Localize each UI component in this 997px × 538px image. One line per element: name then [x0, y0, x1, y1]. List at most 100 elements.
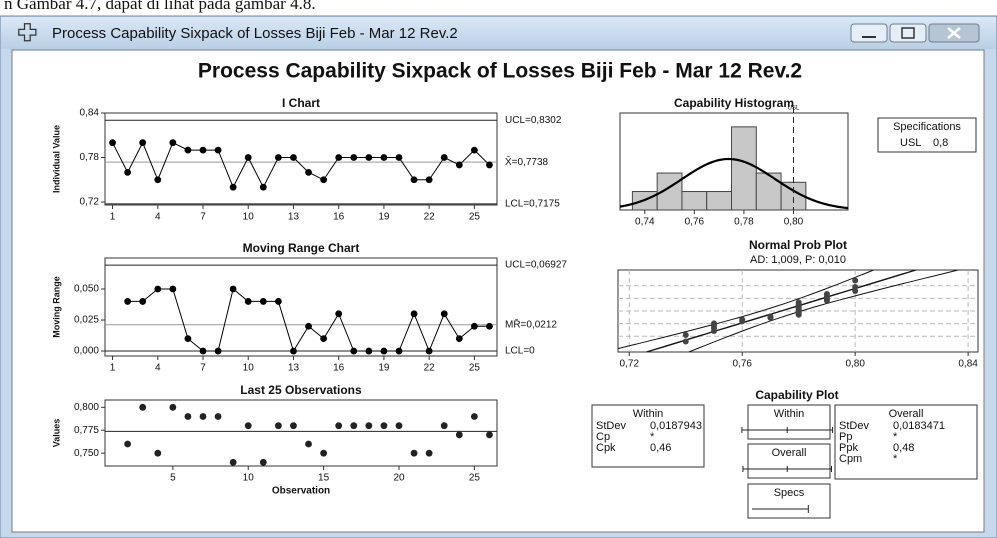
- stat-name: StDev: [839, 420, 869, 432]
- chart-title: Capability Histogram: [674, 96, 794, 110]
- data-point: [410, 310, 418, 318]
- data-point: [139, 139, 147, 147]
- data-point: [305, 168, 312, 176]
- stat-value: *: [893, 453, 898, 465]
- data-point: [154, 449, 162, 457]
- x-tick-label: 25: [469, 363, 481, 374]
- x-tick-label: 4: [155, 212, 161, 223]
- y-tick-label: 0,025: [74, 315, 99, 326]
- data-point: [320, 335, 328, 343]
- chart-title: Normal Prob Plot: [749, 238, 847, 252]
- data-point: [470, 146, 478, 154]
- maximize-button[interactable]: [889, 23, 927, 43]
- data-point: [455, 431, 463, 439]
- data-point: [259, 183, 267, 191]
- fit-line: [646, 270, 917, 352]
- spec-name: USL: [900, 137, 921, 149]
- data-point: [259, 458, 267, 466]
- data-point: [395, 154, 403, 161]
- capability-bar-title: Overall: [772, 447, 807, 459]
- data-point: [440, 310, 448, 318]
- data-point: [169, 139, 177, 147]
- data-point: [290, 154, 297, 161]
- data-point: [320, 176, 328, 184]
- y-axis-label: Values: [51, 419, 61, 448]
- data-point: [365, 347, 373, 355]
- stat-value: 0,0183471: [893, 420, 945, 432]
- x-tick-label: 0,74: [635, 217, 655, 228]
- data-point: [169, 403, 177, 411]
- x-tick-label: 0,76: [733, 359, 753, 370]
- stat-name: Cp: [596, 431, 610, 443]
- y-tick-label: 0,78: [80, 152, 100, 163]
- data-point: [274, 154, 282, 161]
- data-point: [199, 413, 207, 420]
- data-point: [305, 322, 312, 330]
- data-point: [767, 313, 774, 320]
- stat-value: 0,46: [650, 442, 671, 454]
- spec-title: Specifications: [893, 121, 961, 133]
- normal-curve: [620, 157, 848, 210]
- data-point: [395, 347, 403, 355]
- stat-name: Cpm: [839, 453, 862, 465]
- data-point: [305, 440, 312, 448]
- data-point: [124, 440, 132, 448]
- x-tick-label: 1: [110, 212, 116, 223]
- stat-name: Ppk: [839, 442, 858, 454]
- control-limit-label: X̄=0,7738: [505, 155, 549, 168]
- data-point: [410, 449, 418, 457]
- confidence-band: [618, 270, 874, 350]
- data-point: [184, 335, 192, 343]
- y-tick-label: 0,775: [74, 425, 99, 436]
- control-limit-label: UCL=0,8302: [505, 115, 562, 126]
- data-point: [365, 422, 373, 430]
- data-point: [184, 146, 192, 154]
- data-point: [214, 347, 222, 355]
- data-point: [795, 299, 802, 306]
- data-point: [184, 413, 192, 420]
- data-point: [214, 146, 222, 154]
- data-point: [380, 347, 388, 355]
- capability-bar-title: Specs: [774, 487, 805, 499]
- data-point: [274, 422, 282, 430]
- stat-box: [591, 404, 705, 468]
- data-point: [229, 285, 237, 293]
- data-point: [169, 285, 177, 293]
- data-point: [711, 320, 717, 327]
- close-button[interactable]: [928, 23, 980, 43]
- chart-title: I Chart: [282, 96, 320, 110]
- data-point: [739, 316, 746, 323]
- data-point: [440, 154, 448, 161]
- data-point: [244, 154, 252, 161]
- data-point: [139, 298, 147, 305]
- capability-bar-title: Within: [774, 408, 805, 420]
- chart-title: Last 25 Observations: [240, 383, 362, 397]
- x-tick-label: 16: [333, 363, 345, 374]
- data-point: [852, 277, 859, 284]
- y-tick-label: 0,750: [74, 448, 99, 459]
- histogram-bar: [755, 172, 782, 211]
- data-point: [199, 146, 207, 154]
- data-point: [486, 431, 493, 439]
- control-limit-label: MR̄=0,0212: [505, 318, 557, 331]
- control-limit-label: LCL=0,7175: [505, 199, 560, 210]
- data-point: [455, 161, 463, 169]
- x-tick-label: 19: [378, 212, 390, 223]
- stat-value: 0,48: [893, 442, 914, 454]
- data-point: [823, 290, 830, 297]
- data-point: [486, 161, 493, 169]
- x-tick-label: 0,76: [685, 217, 705, 228]
- x-tick-label: 25: [469, 212, 481, 223]
- data-point: [154, 176, 162, 184]
- stat-name: Pp: [839, 431, 852, 443]
- data-point: [229, 183, 237, 191]
- data-point: [320, 449, 328, 457]
- data-point: [214, 413, 222, 420]
- x-tick-label: 10: [243, 212, 255, 223]
- stat-box-title: Overall: [889, 408, 924, 420]
- x-tick-label: 7: [200, 363, 206, 374]
- x-tick-label: 5: [170, 473, 176, 484]
- minimize-button[interactable]: [850, 23, 888, 43]
- stat-value: *: [650, 431, 655, 443]
